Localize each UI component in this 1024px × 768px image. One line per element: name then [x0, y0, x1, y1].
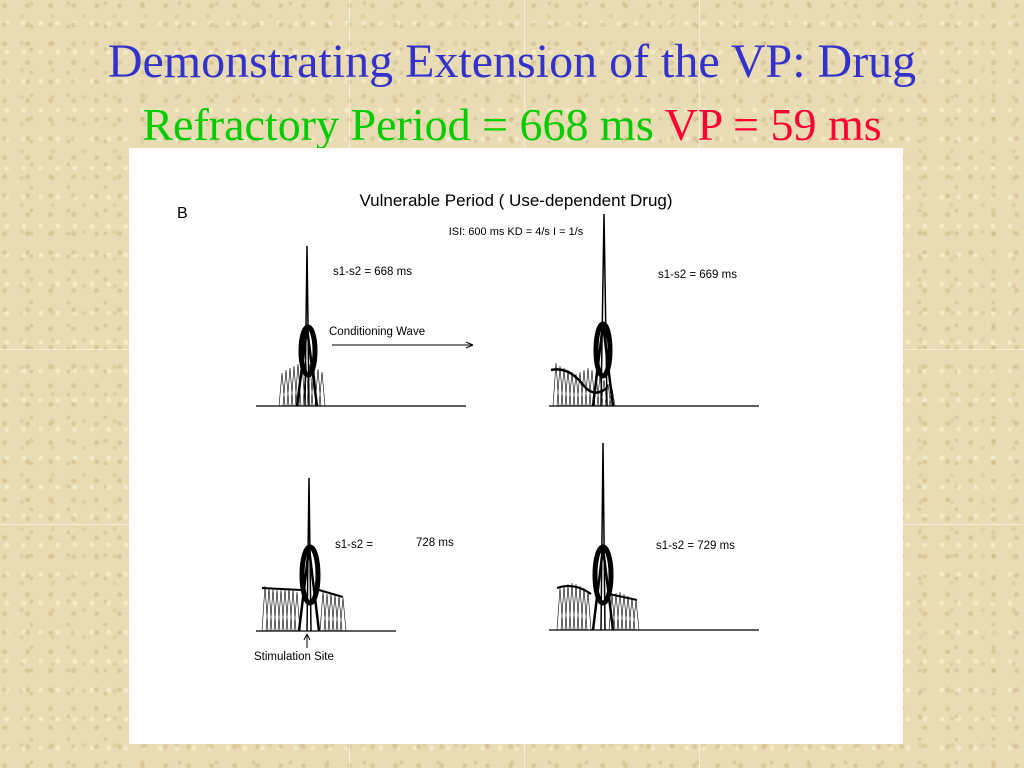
wave-plateau	[556, 585, 638, 601]
wave-panel-1	[278, 245, 326, 407]
panel-1-label: s1-s2 = 668 ms	[333, 266, 412, 278]
vp-text: VP = 59 ms	[664, 99, 882, 150]
conditioning-arrow-head	[465, 341, 474, 349]
wave-panel-4	[556, 442, 640, 631]
wave-panel-3	[261, 477, 347, 632]
wave-peak	[592, 544, 614, 606]
refractory-period-text: Refractory Period = 668 ms	[142, 99, 654, 150]
wave-core	[297, 547, 321, 632]
panel-4-label: s1-s2 = 729 ms	[656, 540, 735, 552]
panel-3-label-prefix: s1-s2 =	[335, 539, 373, 551]
wave-core	[295, 327, 319, 407]
wave-core	[591, 547, 615, 631]
panel-3-label-value: 728 ms	[416, 537, 454, 549]
wave-panel-2	[550, 213, 616, 407]
wave-core	[591, 323, 615, 407]
conditioning-wave-label: Conditioning Wave	[329, 326, 425, 338]
stimulation-arrow-head	[303, 633, 311, 641]
slide-title: Demonstrating Extension of the VP: Drug	[107, 35, 917, 88]
figure-panel: B Vulnerable Period ( Use-dependent Drug…	[129, 148, 903, 744]
figure-svg: B Vulnerable Period ( Use-dependent Drug…	[177, 191, 759, 663]
wave-plateau	[261, 587, 344, 598]
panel-2-label: s1-s2 = 669 ms	[658, 269, 737, 281]
wave-spike	[304, 245, 310, 407]
panel-label: B	[177, 205, 188, 222]
wave-spike	[306, 477, 312, 632]
stimulation-site-label: Stimulation Site	[254, 651, 334, 663]
wave-shoulder	[550, 368, 608, 394]
slide-subtitle: Refractory Period = 668 ms VP = 59 ms	[0, 100, 1024, 150]
figure-title: Vulnerable Period ( Use-dependent Drug)	[359, 191, 672, 210]
figure-subtitle: ISI: 600 ms KD = 4/s I = 1/s	[449, 226, 584, 238]
